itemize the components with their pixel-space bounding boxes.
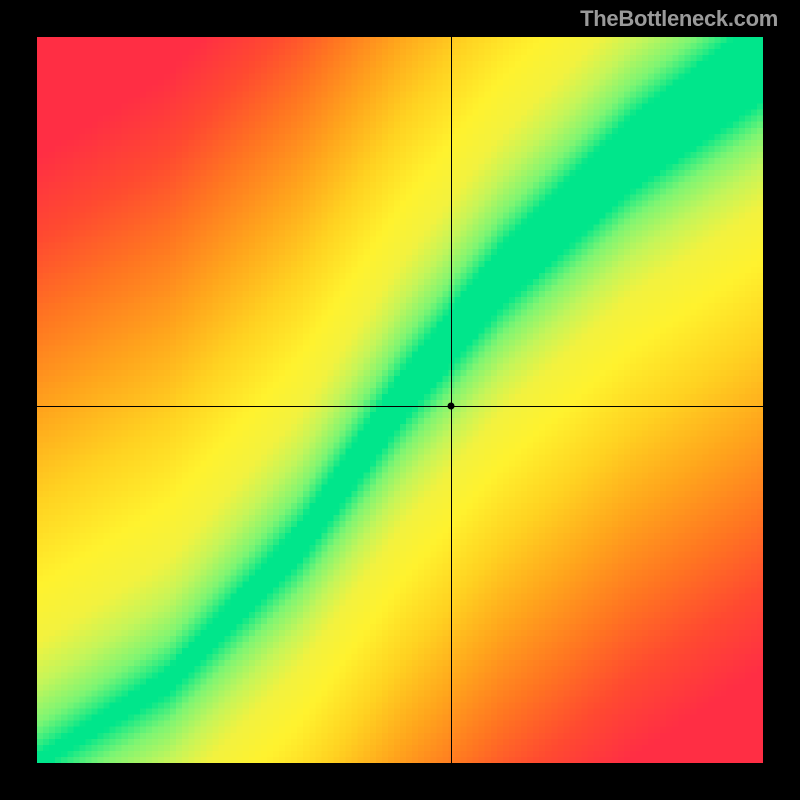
heatmap-plot [37, 37, 763, 763]
crosshair-horizontal-line [37, 406, 763, 407]
heatmap-canvas [37, 37, 763, 763]
crosshair-dot [447, 402, 454, 409]
watermark-text: TheBottleneck.com [580, 6, 778, 32]
crosshair-vertical-line [451, 37, 452, 763]
